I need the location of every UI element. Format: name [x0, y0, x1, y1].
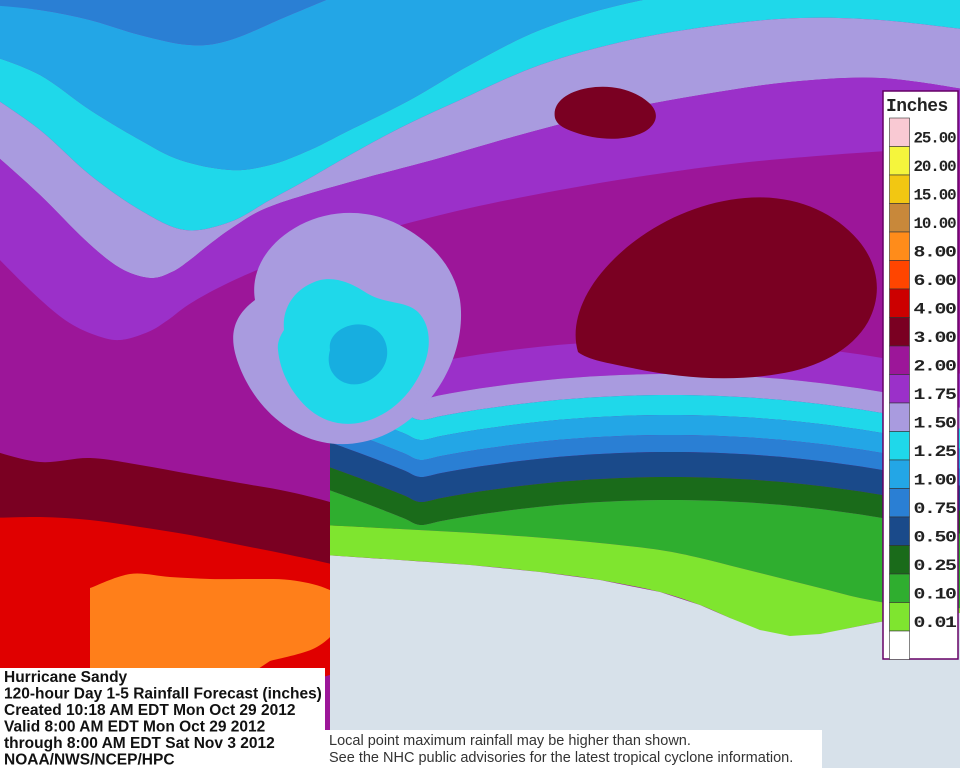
svg-text:0.75: 0.75: [914, 500, 957, 518]
svg-text:through 8:00 AM EDT Sat Nov 3: through 8:00 AM EDT Sat Nov 3 2012: [4, 735, 275, 752]
svg-text:0.25: 0.25: [914, 557, 957, 575]
svg-text:20.00: 20.00: [914, 158, 957, 176]
svg-text:10.00: 10.00: [914, 215, 957, 233]
svg-text:2.00: 2.00: [914, 358, 957, 376]
svg-text:See the NHC public advisories: See the NHC public advisories for the la…: [329, 750, 793, 766]
svg-text:Local point maximum rainfall m: Local point maximum rainfall may be high…: [329, 733, 691, 749]
svg-text:1.75: 1.75: [914, 386, 957, 404]
svg-text:4.00: 4.00: [914, 301, 957, 319]
svg-text:1.50: 1.50: [914, 415, 957, 433]
svg-text:15.00: 15.00: [914, 187, 957, 205]
svg-text:Hurricane Sandy: Hurricane Sandy: [4, 669, 128, 686]
svg-text:0.01: 0.01: [914, 614, 957, 632]
svg-text:8.00: 8.00: [914, 244, 957, 262]
svg-text:Inches: Inches: [886, 97, 948, 117]
svg-text:1.00: 1.00: [914, 472, 957, 490]
svg-text:120-hour Day 1-5 Rainfall Fore: 120-hour Day 1-5 Rainfall Forecast (inch…: [4, 686, 322, 703]
svg-text:25.00: 25.00: [914, 130, 957, 148]
svg-text:NOAA/NWS/NCEP/HPC: NOAA/NWS/NCEP/HPC: [4, 752, 175, 768]
svg-text:1.25: 1.25: [914, 443, 957, 461]
svg-text:3.00: 3.00: [914, 329, 957, 347]
svg-text:Valid 8:00 AM EDT Mon Oct 29 2: Valid 8:00 AM EDT Mon Oct 29 2012: [4, 719, 265, 736]
svg-text:0.50: 0.50: [914, 529, 957, 547]
svg-text:6.00: 6.00: [914, 272, 957, 290]
svg-text:0.10: 0.10: [914, 586, 957, 604]
svg-text:Created 10:18 AM EDT Mon Oct 2: Created 10:18 AM EDT Mon Oct 29 2012: [4, 702, 295, 719]
